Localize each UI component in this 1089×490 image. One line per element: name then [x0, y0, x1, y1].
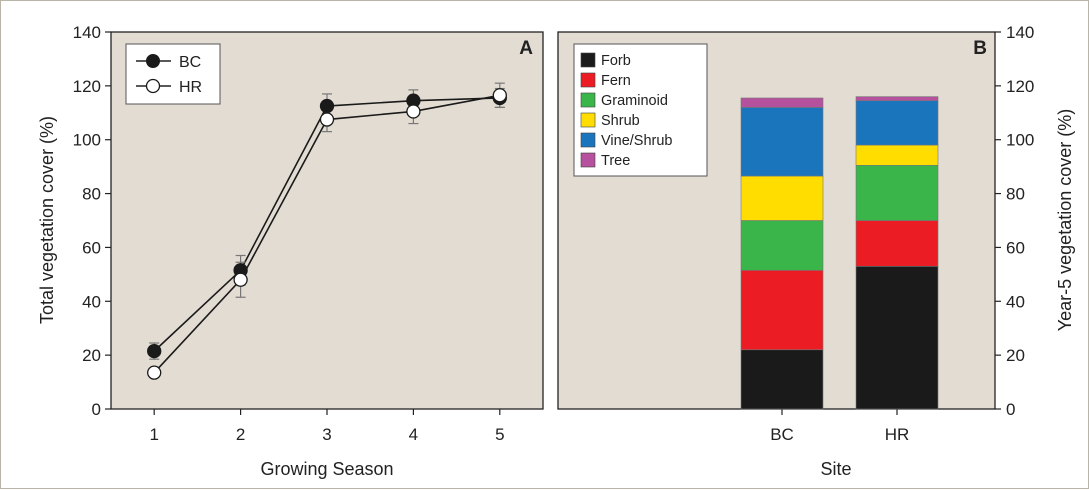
bar-hr-graminoid — [855, 164, 939, 221]
y-tick-label: 100 — [73, 131, 101, 150]
y-tick-label: 20 — [82, 346, 101, 365]
panel-a: A 0 20 40 60 80 100 120 140 1 2 3 4 5 Growing Seaso… — [37, 23, 544, 479]
x-tick-label: BC — [770, 425, 794, 444]
panel-b-legend-box — [573, 43, 708, 177]
bar-hr-shrub — [855, 144, 939, 166]
y-tick-label: 80 — [1006, 185, 1025, 204]
hr-data-point — [492, 88, 507, 103]
legend-swatch-shrub — [580, 112, 596, 128]
bar-bc-fern — [740, 270, 824, 351]
bar-hr-tree — [855, 96, 939, 101]
x-tick-label: 4 — [409, 425, 418, 444]
legend-swatch-tree — [580, 152, 596, 168]
panel-b-letter: B — [973, 38, 987, 59]
x-tick-label: HR — [885, 425, 910, 444]
panel-b: B 0 20 40 60 80 100 120 140 BC HR Site Year-5 ve… — [557, 23, 1075, 479]
panel-a-y-axis: 0 20 40 60 80 100 120 140 — [73, 23, 111, 419]
y-tick-label: 0 — [92, 400, 101, 419]
bar-bc-shrub — [740, 175, 824, 221]
y-tick-label: 140 — [73, 23, 101, 42]
bar-bc-tree — [740, 97, 824, 108]
bc-data-point — [319, 98, 335, 114]
panel-a-legend-box — [125, 43, 221, 105]
bar-hr-fern — [855, 220, 939, 267]
panel-b-y-axis: 0 20 40 60 80 100 120 140 — [995, 23, 1034, 419]
legend-bc-label: BC — [179, 54, 201, 71]
y-tick-label: 100 — [1006, 131, 1034, 150]
bar-bc-graminoid — [740, 220, 824, 271]
legend-swatch-graminoid — [580, 92, 596, 108]
panel-b-y-axis-title: Year-5 vegetation cover (%) — [1055, 109, 1075, 331]
y-tick-label: 20 — [1006, 346, 1025, 365]
hr-data-point — [319, 112, 335, 127]
bar-hr-vine-shrub — [855, 100, 939, 146]
y-tick-label: 0 — [1006, 400, 1015, 419]
legend-hr-marker — [145, 78, 161, 94]
panel-a-x-axis: 1 2 3 4 5 — [149, 409, 505, 444]
x-tick-label: 1 — [149, 425, 158, 444]
legend-swatch-forb — [580, 52, 596, 68]
x-tick-label: 5 — [495, 425, 504, 444]
y-tick-label: 60 — [82, 238, 101, 257]
bc-data-point — [147, 343, 162, 359]
bar-bc-forb — [740, 349, 824, 410]
x-tick-label: 2 — [236, 425, 245, 444]
panel-b-x-axis-title: Site — [820, 459, 851, 479]
legend-bc-marker — [146, 54, 160, 68]
y-tick-label: 140 — [1006, 23, 1034, 42]
legend-label-vine-shrub: Vine/Shrub — [601, 133, 672, 149]
legend-swatch-vine-shrub — [580, 132, 596, 148]
legend-label-forb: Forb — [601, 53, 631, 69]
panel-a-series — [147, 82, 507, 380]
y-tick-label: 40 — [1006, 292, 1025, 311]
legend-label-tree: Tree — [601, 153, 630, 169]
legend-hr-label: HR — [179, 79, 202, 96]
y-tick-label: 120 — [1006, 77, 1034, 96]
y-tick-label: 60 — [1006, 238, 1025, 257]
panel-a-letter: A — [519, 38, 533, 59]
hr-data-point — [233, 272, 248, 287]
panel-b-x-axis: BC HR — [770, 409, 909, 444]
bar-hr-forb — [855, 265, 939, 410]
panel-a-y-axis-title: Total vegetation cover (%) — [37, 116, 57, 324]
panel-b-bars — [740, 96, 939, 410]
legend-swatch-fern — [580, 72, 596, 88]
legend-label-shrub: Shrub — [601, 113, 640, 129]
panel-b-legend: Forb Fern Graminoid Shrub Vine/Shrub Tree — [573, 43, 708, 177]
legend-label-graminoid: Graminoid — [601, 93, 668, 109]
hr-data-point — [147, 365, 162, 380]
y-tick-label: 80 — [82, 185, 101, 204]
panel-a-x-axis-title: Growing Season — [260, 459, 393, 479]
x-tick-label: 3 — [322, 425, 331, 444]
bar-bc-vine-shrub — [740, 107, 824, 177]
y-tick-label: 120 — [73, 77, 101, 96]
y-tick-label: 40 — [82, 292, 101, 311]
panel-a-legend: BC HR — [125, 43, 221, 105]
legend-label-fern: Fern — [601, 73, 631, 89]
hr-data-point — [406, 104, 421, 119]
